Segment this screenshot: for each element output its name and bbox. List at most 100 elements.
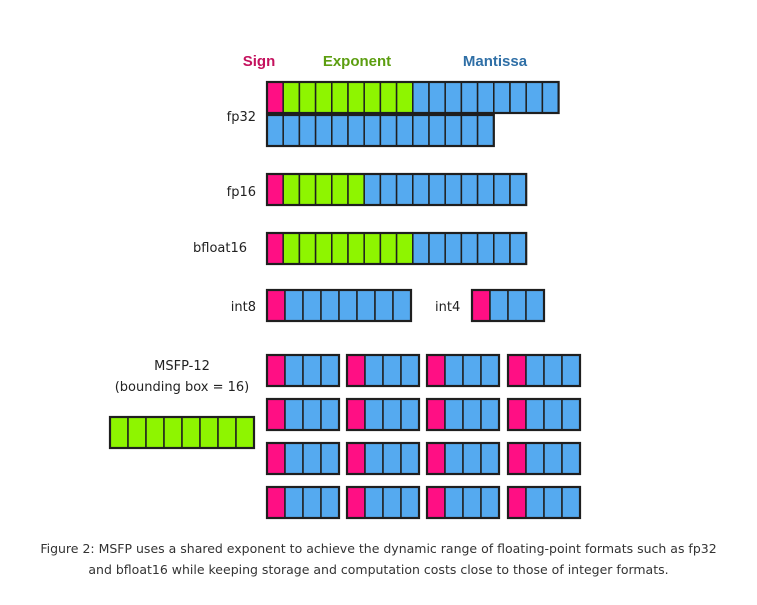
msfp12-element-mantissa-bit — [543, 398, 563, 431]
bfloat16-mantissa-bit — [460, 232, 479, 265]
fp32-row1-sign-bit — [266, 81, 284, 114]
int8-mantissa-bit — [320, 289, 340, 322]
fp16-mantissa-bit — [493, 173, 511, 206]
fp16-mantissa-bit — [428, 173, 446, 206]
msfp12-element-mantissa-bit — [400, 442, 420, 475]
fp32-row1-mantissa-bit — [493, 81, 511, 114]
bfloat16-mantissa-bit — [428, 232, 446, 265]
fp16-mantissa-bit — [379, 173, 398, 206]
bfloat16-exponent-bit — [347, 232, 365, 265]
msfp12-element-mantissa-bit — [480, 486, 500, 519]
msfp12-element-mantissa-bit — [444, 398, 464, 431]
msfp12-element-outline — [345, 353, 421, 388]
int4-label: int4 — [435, 300, 460, 315]
msfp12-element-mantissa-bit — [561, 486, 581, 519]
msfp12-element-mantissa-bit — [364, 486, 384, 519]
msfp12-element-outline — [265, 485, 341, 520]
msfp12-element-sign-bit — [346, 354, 366, 387]
bfloat16-exponent-bit — [331, 232, 349, 265]
bfloat16-mantissa-bit — [493, 232, 511, 265]
msfp12-element-mantissa-bit — [400, 398, 420, 431]
msfp12-element-mantissa-bit — [284, 486, 304, 519]
caption-line-2: and bfloat16 while keeping storage and c… — [88, 562, 669, 577]
fp32-row1-mantissa-bit — [428, 81, 446, 114]
msfp12-element-sign-bit — [507, 486, 527, 519]
caption-line-1: Figure 2: MSFP uses a shared exponent to… — [40, 541, 717, 556]
msfp12-element-sign-bit — [266, 354, 286, 387]
msfp12-sublabel: (bounding box = 16) — [115, 380, 250, 395]
msfp12-element-outline — [425, 397, 501, 432]
fp16-mantissa-bit — [395, 173, 414, 206]
fp32-row2-mantissa-bit — [314, 114, 333, 147]
fp16-mantissa-bit — [509, 173, 527, 206]
msfp12-element-sign-bit — [507, 442, 527, 475]
msfp12-element-mantissa-bit — [480, 442, 500, 475]
msfp12-element-outline — [345, 441, 421, 476]
int8-outline — [265, 288, 413, 323]
msfp12-element-outline — [265, 441, 341, 476]
msfp12-element-sign-bit — [266, 486, 286, 519]
bfloat16-label: bfloat16 — [193, 241, 247, 256]
fp16-exponent-bit — [331, 173, 349, 206]
msfp12-element-mantissa-bit — [364, 398, 384, 431]
fp32-row1-exponent-bit — [379, 81, 398, 114]
int8-label: int8 — [231, 300, 256, 315]
fp16-exponent-bit — [298, 173, 317, 206]
msfp12-element-mantissa-bit — [525, 442, 545, 475]
msfp12-element-mantissa-bit — [480, 354, 500, 387]
bfloat16-exponent-bit — [282, 232, 301, 265]
msfp12-element-sign-bit — [426, 354, 446, 387]
fp32-label: fp32 — [227, 110, 256, 125]
int4-mantissa-bit — [489, 289, 509, 322]
msfp12-element-mantissa-bit — [561, 442, 581, 475]
msfp12-element-mantissa-bit — [525, 398, 545, 431]
msfp12-element-mantissa-bit — [462, 398, 482, 431]
msfp12-element-sign-bit — [426, 486, 446, 519]
msfp12-element-mantissa-bit — [525, 354, 545, 387]
msfp12-element-outline — [506, 397, 582, 432]
bfloat16-exponent-bit — [379, 232, 398, 265]
fp32-row1-exponent-bit — [331, 81, 349, 114]
fp16-exponent-bit — [314, 173, 333, 206]
fp32-row2-mantissa-bit — [298, 114, 317, 147]
bfloat16-sign-bit — [266, 232, 284, 265]
msfp12-element-mantissa-bit — [462, 442, 482, 475]
fp32-row2-mantissa-bit — [395, 114, 414, 147]
int4-mantissa-bit — [507, 289, 527, 322]
fp16-mantissa-bit — [460, 173, 479, 206]
int4-mantissa-bit — [525, 289, 545, 322]
msfp12-element-sign-bit — [426, 442, 446, 475]
bfloat16-outline — [265, 231, 528, 266]
msfp12-element-sign-bit — [346, 398, 366, 431]
msfp12-shared-exponent-outline — [108, 415, 256, 450]
msfp12-element-outline — [265, 397, 341, 432]
bfloat16-mantissa-bit — [476, 232, 495, 265]
msfp12-element-mantissa-bit — [400, 486, 420, 519]
fp32-row2-mantissa-bit — [412, 114, 430, 147]
fp16-exponent-bit — [347, 173, 365, 206]
msfp12-element-sign-bit — [426, 398, 446, 431]
msfp12-shared-exponent-exponent-bit — [145, 416, 165, 449]
fp16-mantissa-bit — [476, 173, 495, 206]
int8-mantissa-bit — [392, 289, 412, 322]
fp32-row2-mantissa-bit — [428, 114, 446, 147]
msfp12-element-mantissa-bit — [382, 442, 402, 475]
fp32-row1-mantissa-bit — [412, 81, 430, 114]
fp16-sign-bit — [266, 173, 284, 206]
msfp12-shared-exponent-exponent-bit — [199, 416, 219, 449]
fp32-row1-mantissa-bit — [541, 81, 560, 114]
msfp12-element-sign-bit — [346, 486, 366, 519]
int8-mantissa-bit — [338, 289, 358, 322]
msfp12-element-outline — [265, 353, 341, 388]
msfp12-label: MSFP-12 — [154, 359, 210, 374]
int8-mantissa-bit — [284, 289, 304, 322]
fp32-row2-mantissa-bit — [331, 114, 349, 147]
fp16-label: fp16 — [227, 185, 256, 200]
msfp12-element-outline — [425, 441, 501, 476]
msfp12-shared-exponent-exponent-bit — [181, 416, 201, 449]
msfp12-element-sign-bit — [346, 442, 366, 475]
fp16-outline — [265, 172, 528, 207]
int8-mantissa-bit — [302, 289, 322, 322]
fp32-row1-mantissa-bit — [444, 81, 463, 114]
fp32-row1-mantissa-bit — [525, 81, 544, 114]
